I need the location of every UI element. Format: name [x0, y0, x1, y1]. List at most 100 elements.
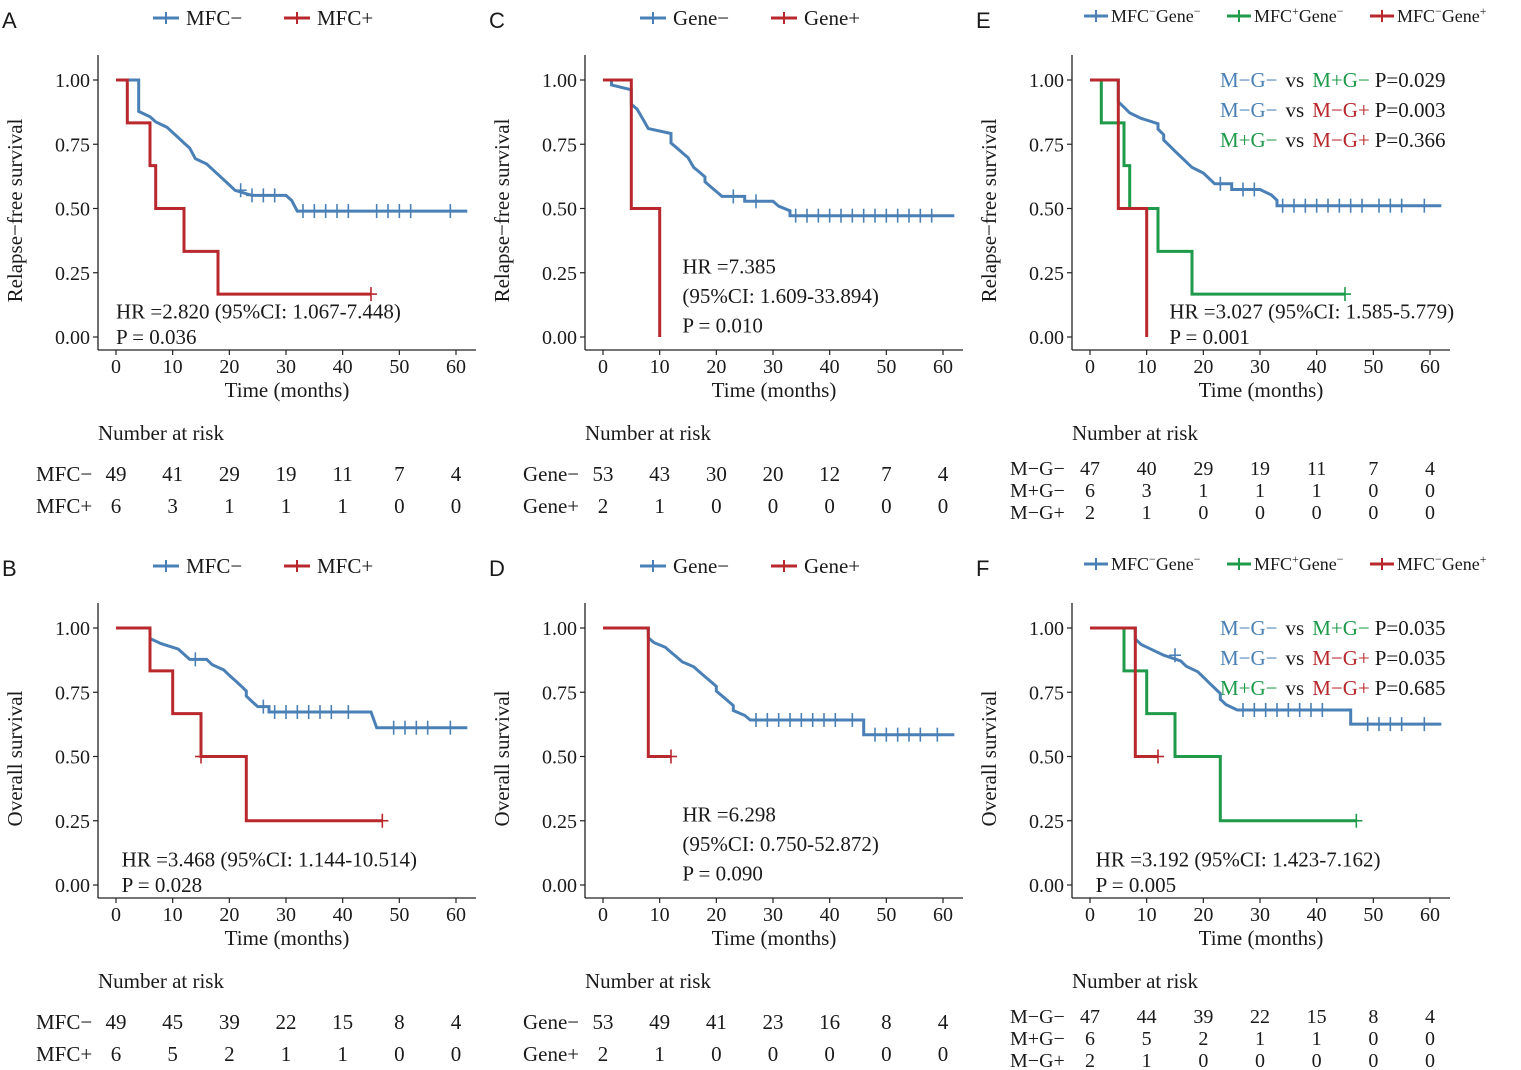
risk-count: 2 — [224, 1042, 235, 1066]
risk-count: 0 — [451, 494, 462, 518]
km-curve-0 — [1090, 78, 1442, 208]
risk-count: 0 — [1368, 1028, 1378, 1050]
panel-letter: B — [2, 556, 17, 581]
km-curve-1 — [1090, 626, 1357, 823]
x-tick-label: 40 — [1307, 904, 1327, 926]
risk-row-label: Gene+ — [523, 494, 579, 518]
risk-count: 1 — [1142, 1050, 1152, 1070]
stat-annotation: (95%CI: 0.750-52.872) — [682, 832, 879, 856]
risk-count: 4 — [1425, 458, 1435, 480]
risk-count: 0 — [768, 494, 779, 518]
y-tick-label: 0.75 — [1029, 682, 1064, 704]
x-tick-label: 40 — [1307, 356, 1327, 378]
risk-count: 45 — [162, 1010, 183, 1034]
risk-count: 4 — [451, 462, 462, 486]
panel-letter: C — [489, 8, 505, 33]
x-tick-label: 60 — [933, 356, 953, 378]
risk-count: 15 — [1307, 1006, 1327, 1028]
risk-count: 49 — [106, 1010, 127, 1034]
pvalue-group-a: M−G− — [1220, 98, 1278, 122]
y-tick-label: 0.00 — [55, 327, 90, 349]
pvalue-value: P=0.003 — [1375, 98, 1446, 122]
risk-count: 0 — [1198, 502, 1208, 524]
risk-count: 20 — [763, 462, 784, 486]
y-tick-label: 1.00 — [55, 70, 90, 92]
x-tick-label: 10 — [163, 904, 183, 926]
risk-count: 8 — [881, 1010, 892, 1034]
risk-count: 0 — [1312, 502, 1322, 524]
risk-count: 6 — [111, 1042, 122, 1066]
x-tick-label: 20 — [1193, 356, 1213, 378]
risk-count: 29 — [1193, 458, 1213, 480]
risk-count: 1 — [1312, 1028, 1322, 1050]
risk-count: 8 — [1368, 1006, 1378, 1028]
x-tick-label: 0 — [111, 356, 121, 378]
risk-count: 22 — [276, 1010, 297, 1034]
risk-count: 0 — [1425, 1050, 1435, 1070]
risk-count: 11 — [1307, 458, 1326, 480]
legend-sup: + — [1480, 4, 1487, 18]
x-tick-label: 10 — [1137, 356, 1157, 378]
risk-count: 47 — [1080, 1006, 1100, 1028]
legend-label: Gene+ — [804, 554, 860, 578]
legend-label: Gene− — [673, 554, 729, 578]
y-tick-label: 0.25 — [542, 811, 577, 833]
risk-count: 2 — [1198, 1028, 1208, 1050]
x-tick-label: 20 — [1193, 904, 1213, 926]
y-axis-title: Overall survival — [490, 690, 514, 826]
panel-letter: D — [489, 556, 505, 581]
risk-row-label: Gene− — [523, 1010, 579, 1034]
legend-label: MFC− — [186, 6, 242, 30]
risk-count: 7 — [881, 462, 892, 486]
risk-count: 0 — [938, 1042, 949, 1066]
x-tick-label: 0 — [1085, 356, 1095, 378]
risk-count: 47 — [1080, 458, 1100, 480]
legend-part: Gene — [1299, 6, 1337, 26]
risk-count: 0 — [1312, 1050, 1322, 1070]
x-tick-label: 30 — [763, 356, 783, 378]
risk-count: 4 — [938, 462, 949, 486]
x-tick-label: 50 — [389, 356, 409, 378]
pvalue-row: M−G− vs M−G+ P=0.003 — [1220, 98, 1446, 122]
risk-count: 3 — [167, 494, 178, 518]
pvalue-row: M−G− vs M+G− P=0.029 — [1220, 68, 1446, 92]
risk-count: 0 — [1425, 1028, 1435, 1050]
x-tick-label: 50 — [389, 904, 409, 926]
risk-count: 6 — [111, 494, 122, 518]
legend-label: MFC−Gene− — [1111, 4, 1201, 26]
x-axis-title: Time (months) — [712, 926, 837, 950]
pvalue-value: P=0.685 — [1375, 676, 1446, 700]
risk-count: 53 — [593, 462, 614, 486]
risk-count: 2 — [598, 494, 609, 518]
risk-count: 0 — [768, 1042, 779, 1066]
stat-annotation: HR =3.468 (95%CI: 1.144-10.514) — [122, 847, 417, 871]
y-tick-label: 0.50 — [1029, 747, 1064, 769]
risk-count: 1 — [337, 494, 348, 518]
risk-row-label: M−G− — [1010, 458, 1065, 480]
pvalue-row: M+G− vs M−G+ P=0.685 — [1220, 676, 1446, 700]
risk-count: 0 — [824, 1042, 835, 1066]
risk-count: 39 — [219, 1010, 240, 1034]
risk-count: 0 — [1425, 502, 1435, 524]
pvalue-vs: vs — [1286, 616, 1305, 640]
legend: MFC−Gene− MFC+Gene− MFC−Gene+ — [1084, 552, 1487, 574]
x-tick-label: 40 — [820, 356, 840, 378]
y-tick-label: 0.00 — [55, 875, 90, 897]
risk-count: 1 — [1198, 480, 1208, 502]
pvalue-group-b: M+G− — [1312, 616, 1370, 640]
km-curve-1 — [116, 78, 371, 296]
panel-letter: F — [976, 556, 989, 581]
risk-count: 22 — [1250, 1006, 1270, 1028]
risk-count: 2 — [1085, 502, 1095, 524]
stat-annotation: HR =3.192 (95%CI: 1.423-7.162) — [1096, 847, 1381, 871]
legend-part: Gene — [1299, 554, 1337, 574]
x-tick-label: 60 — [933, 904, 953, 926]
risk-count: 43 — [649, 462, 670, 486]
risk-table-title: Number at risk — [585, 421, 711, 445]
risk-row-label: Gene− — [523, 462, 579, 486]
y-tick-label: 1.00 — [1029, 70, 1064, 92]
risk-count: 0 — [1255, 502, 1265, 524]
pvalue-value: P=0.035 — [1375, 616, 1446, 640]
